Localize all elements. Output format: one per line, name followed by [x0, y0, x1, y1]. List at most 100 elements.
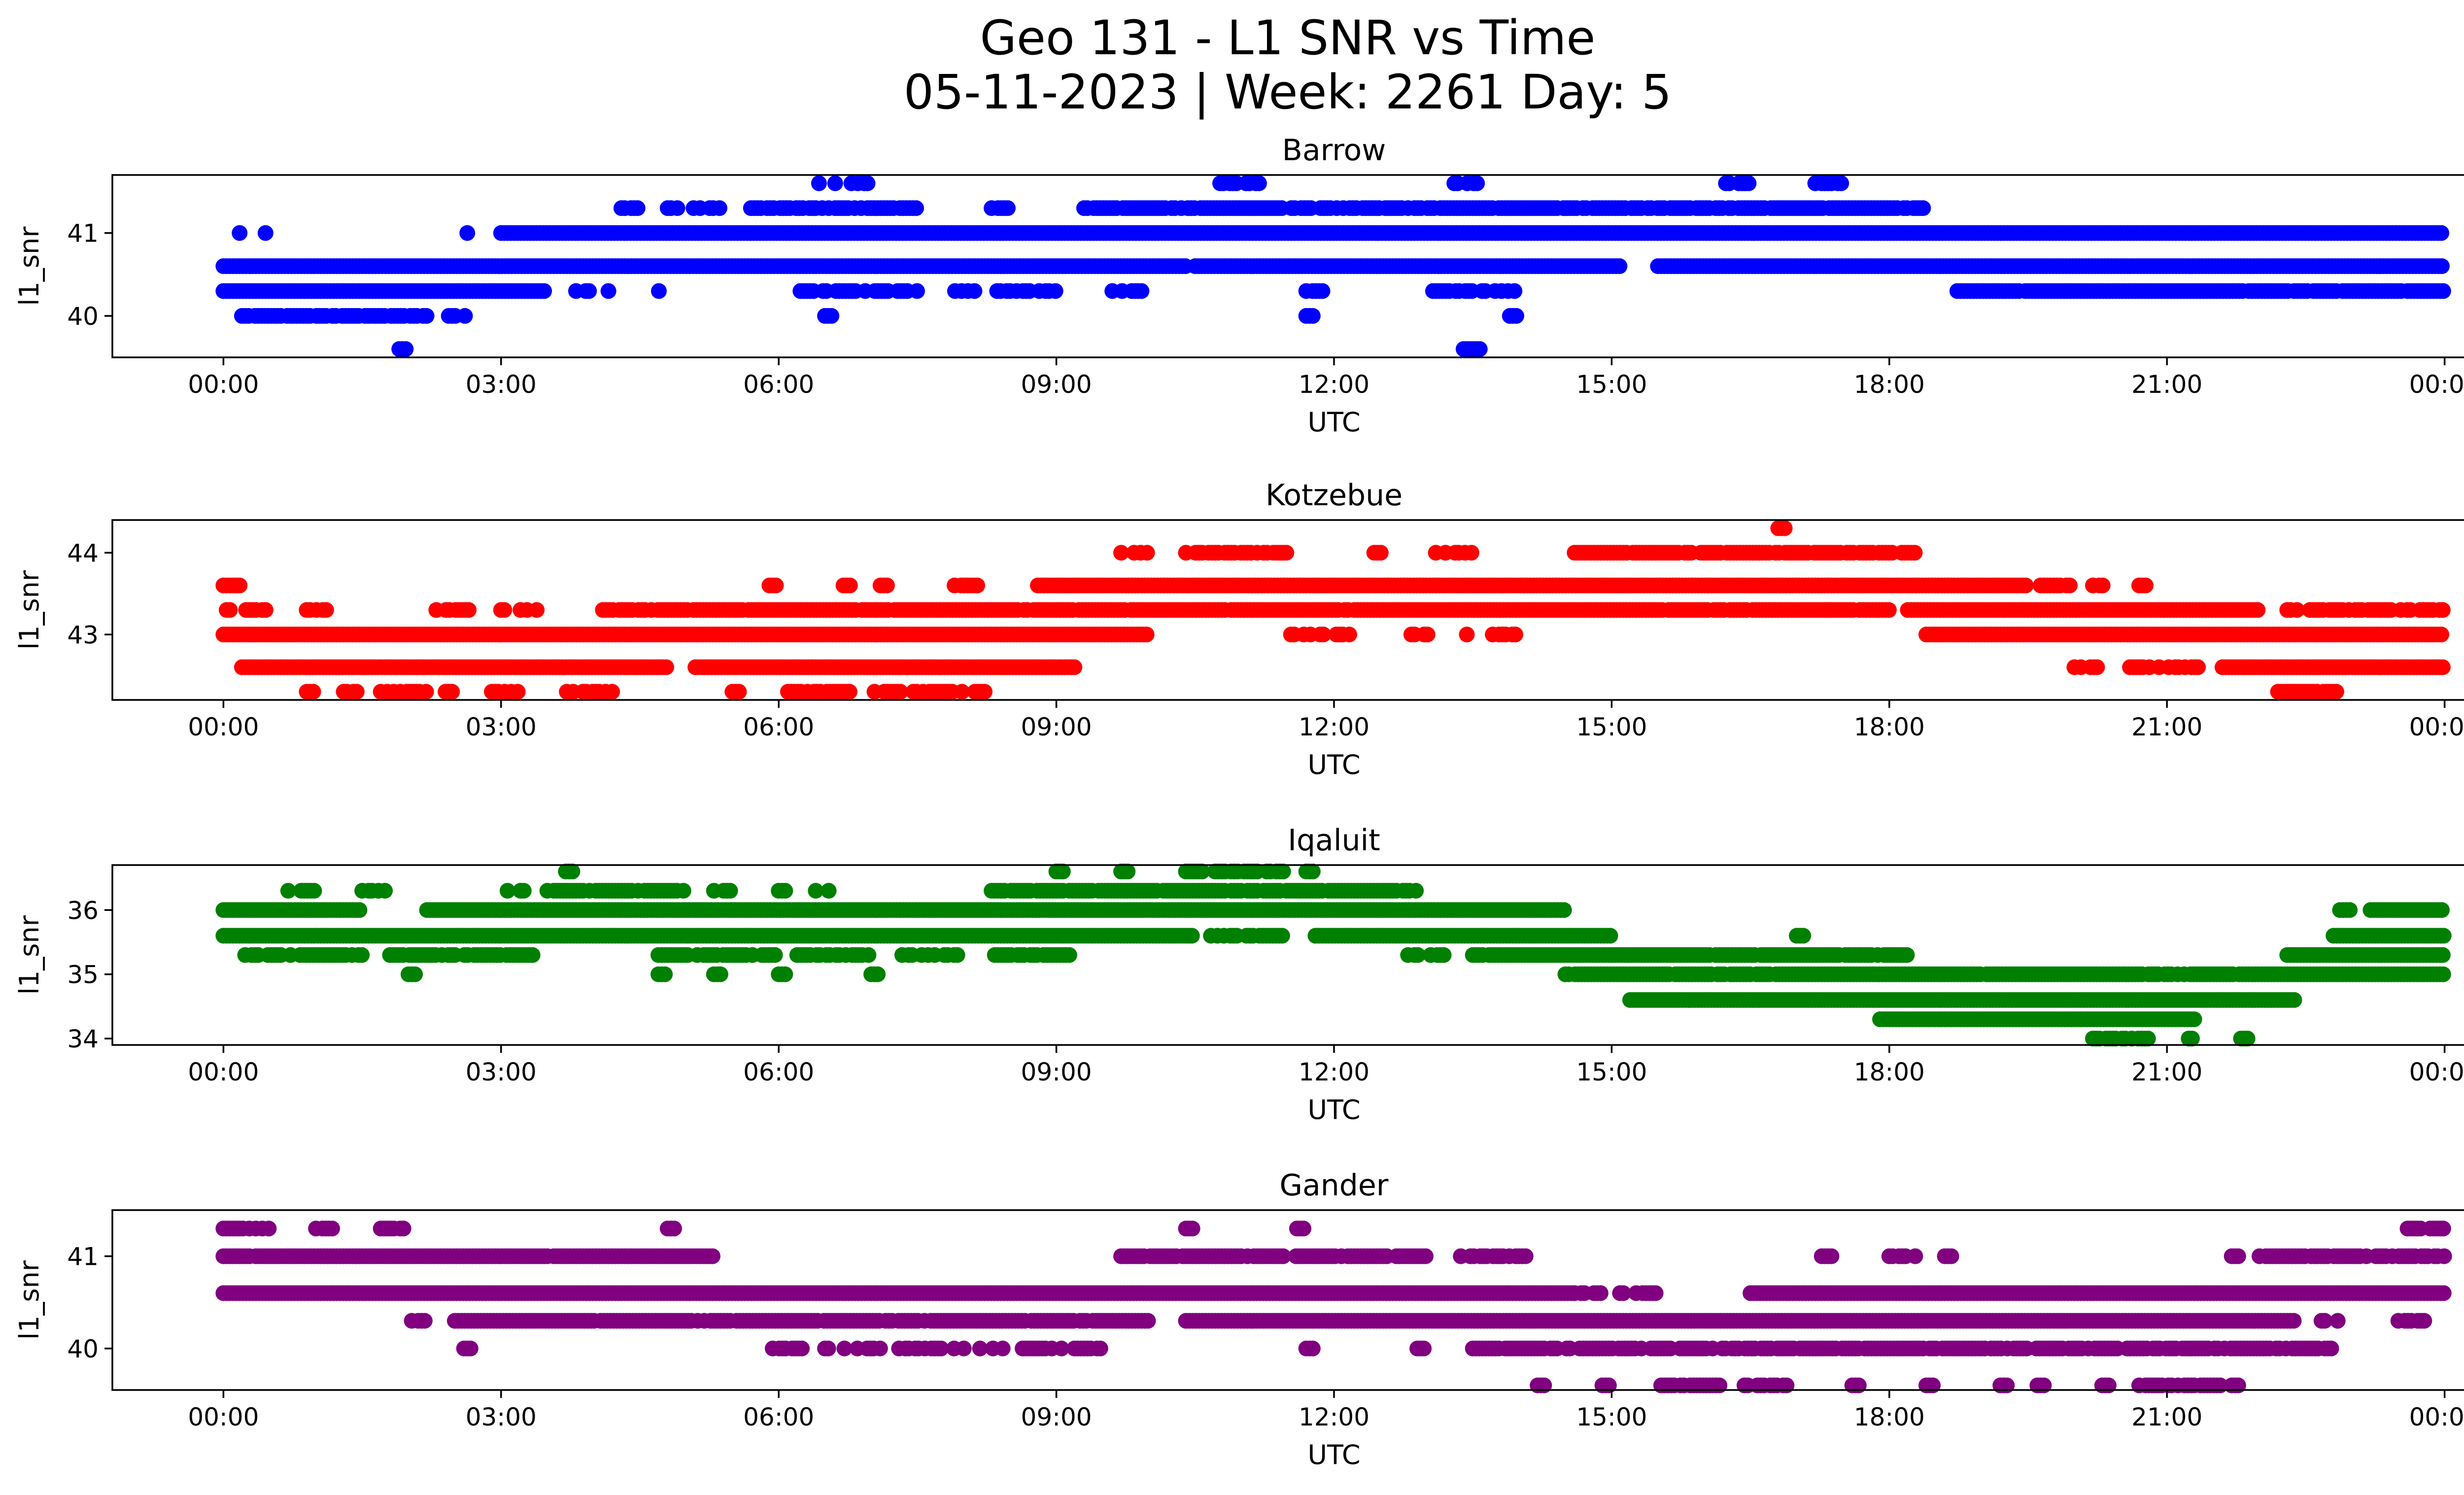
data-point: [1463, 545, 1479, 561]
x-tick-label: 18:00: [1854, 713, 1925, 741]
data-point: [841, 684, 857, 700]
data-point: [1507, 626, 1524, 643]
y-tick-label: 41: [67, 219, 99, 248]
data-point: [305, 684, 321, 700]
data-point: [1469, 175, 1485, 191]
scatter-points: [215, 175, 2451, 357]
data-point: [2138, 577, 2154, 593]
x-tick-label: 03:00: [466, 713, 537, 741]
x-tick-label: 00:00: [2409, 713, 2464, 741]
x-tick-label: 03:00: [466, 370, 537, 399]
data-point: [600, 283, 616, 299]
data-point: [629, 200, 646, 216]
x-tick-label: 00:00: [2409, 370, 2464, 399]
y-axis-label: l1_snr: [14, 570, 45, 650]
x-tick-label: 06:00: [743, 370, 814, 399]
x-tick-label: 00:00: [188, 370, 259, 399]
data-point: [768, 577, 784, 593]
data-point: [1314, 283, 1331, 299]
data-point: [1120, 864, 1136, 880]
data-point: [2328, 684, 2344, 700]
data-point: [1372, 545, 1389, 561]
data-point: [722, 883, 738, 899]
x-tick-label: 21:00: [2131, 713, 2202, 741]
data-point: [1881, 602, 1897, 618]
data-point: [1556, 902, 1572, 918]
x-tick-label: 12:00: [1299, 713, 1369, 741]
data-point: [999, 200, 1016, 216]
data-point: [536, 283, 552, 299]
data-point: [1777, 520, 1793, 536]
data-point: [1113, 545, 1129, 561]
data-point: [457, 308, 473, 324]
x-tick-label: 12:00: [1299, 370, 1369, 399]
data-point: [1611, 258, 1628, 274]
panel-title: Barrow: [1282, 133, 1386, 168]
data-point: [461, 602, 477, 618]
data-point: [1139, 545, 1155, 561]
data-point: [859, 175, 876, 191]
data-point: [811, 175, 827, 191]
data-point: [1304, 308, 1321, 324]
data-point: [2250, 602, 2266, 618]
panel-title: Kotzebue: [1266, 478, 1403, 513]
data-point: [711, 200, 727, 216]
data-point: [222, 602, 238, 618]
data-point: [675, 883, 691, 899]
data-point: [777, 883, 793, 899]
data-point: [1741, 175, 1757, 191]
data-point: [351, 902, 368, 918]
data-point: [823, 308, 840, 324]
data-point: [1833, 175, 1849, 191]
data-point: [2433, 225, 2450, 241]
y-tick-label: 40: [67, 302, 99, 331]
data-point: [2094, 577, 2111, 593]
x-tick-label: 06:00: [743, 713, 814, 741]
data-point: [1915, 200, 1931, 216]
data-point: [1184, 928, 1200, 944]
data-point: [827, 175, 843, 191]
data-point: [1275, 864, 1291, 880]
data-point: [731, 684, 747, 700]
data-point: [1278, 545, 1295, 561]
data-point: [459, 225, 476, 241]
data-point: [1472, 341, 1488, 357]
data-point: [1506, 283, 1523, 299]
data-point: [2089, 659, 2105, 675]
x-axis-label: UTC: [1307, 749, 1360, 780]
data-point: [257, 225, 274, 241]
data-point: [348, 684, 365, 700]
data-point: [1138, 626, 1155, 643]
data-point: [398, 341, 414, 357]
data-point: [1408, 883, 1424, 899]
data-point: [306, 883, 322, 899]
x-tick-label: 15:00: [1576, 370, 1647, 399]
data-point: [2434, 258, 2450, 274]
data-point: [658, 659, 675, 675]
data-point: [257, 602, 274, 618]
figure-title-line1: Geo 131 - L1 SNR vs Time: [980, 10, 1596, 66]
y-tick-label: 43: [67, 621, 99, 649]
x-tick-label: 00:00: [188, 713, 259, 741]
data-point: [2190, 659, 2206, 675]
data-point: [1419, 626, 1436, 643]
x-tick-label: 15:00: [1576, 713, 1647, 741]
data-point: [377, 883, 393, 899]
data-point: [977, 684, 993, 700]
data-point: [2435, 283, 2451, 299]
x-tick-label: 09:00: [1021, 370, 1092, 399]
data-point: [232, 225, 248, 241]
panel-title: Iqaluit: [1288, 823, 1380, 858]
data-point: [1047, 283, 1063, 299]
data-point: [2433, 626, 2450, 643]
data-point: [1274, 928, 1290, 944]
data-point: [821, 883, 837, 899]
figure-title-line2: 05-11-2023 | Week: 2261 Day: 5: [904, 65, 1672, 120]
x-tick-label: 21:00: [2131, 370, 2202, 399]
data-point: [1133, 283, 1150, 299]
data-point: [1055, 864, 1071, 880]
data-point: [966, 283, 983, 299]
data-point: [318, 602, 334, 618]
